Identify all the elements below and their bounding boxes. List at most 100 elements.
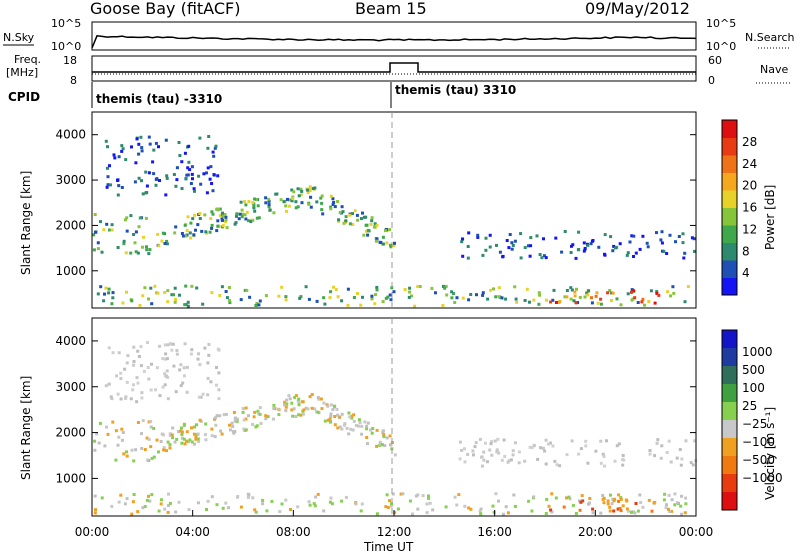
echo-cell (374, 239, 378, 243)
echo-cell (621, 463, 625, 467)
echo-cell (164, 374, 168, 378)
echo-cell (156, 291, 160, 295)
echo-cell (493, 439, 497, 443)
echo-cell (265, 509, 269, 513)
echo-cell (563, 230, 567, 233)
echo-cell (244, 428, 248, 432)
echo-cell (547, 504, 551, 508)
echo-cell (104, 139, 108, 143)
echo-cell (207, 135, 211, 138)
echo-cell (359, 303, 363, 307)
echo-cell (497, 451, 501, 455)
echo-cell (211, 189, 215, 193)
echo-cell (616, 507, 620, 511)
echo-cell (571, 503, 575, 507)
echo-cell (241, 212, 245, 216)
echo-cell (370, 431, 374, 435)
echo-cell (399, 492, 403, 496)
echo-cell (328, 500, 332, 504)
echo-cell (253, 197, 257, 201)
echo-cell (152, 427, 156, 430)
echo-cell (215, 414, 219, 418)
echo-cell (638, 493, 642, 497)
echo-cell (180, 160, 184, 164)
echo-cell (132, 363, 136, 367)
echo-cell (443, 286, 447, 290)
echo-cell (514, 297, 518, 301)
echo-cell (665, 252, 669, 255)
echo-cell (221, 219, 224, 222)
echo-cell (472, 453, 475, 457)
echo-cell (157, 450, 160, 454)
echo-cell (557, 300, 561, 304)
echo-cell (308, 189, 312, 193)
echo-cell (659, 238, 663, 242)
echo-cell (310, 393, 314, 396)
echo-cell (652, 501, 656, 505)
echo-cell (185, 430, 189, 434)
echo-cell (96, 292, 100, 296)
echo-cell (140, 432, 143, 436)
echo-cell (296, 505, 300, 509)
echo-cell (117, 500, 121, 504)
echo-cell (161, 357, 165, 361)
echo-cell (638, 247, 642, 251)
echo-cell (155, 366, 159, 370)
echo-cell (389, 243, 393, 247)
echo-cell (193, 213, 197, 217)
echo-cell (369, 428, 372, 432)
echo-cell (267, 197, 271, 201)
xtick-label: 00:00 (679, 525, 714, 539)
echo-cell (110, 504, 114, 508)
echo-cell (140, 447, 144, 450)
echo-cell (257, 303, 261, 307)
echo-cell (160, 432, 164, 436)
echo-cell (491, 504, 495, 508)
colorbar-frame (721, 329, 738, 511)
echo-cell (244, 203, 248, 207)
echo-cell (308, 395, 312, 399)
colorbar-tick-label: 24 (742, 157, 757, 171)
colorbar-swatch (722, 384, 737, 403)
echo-cell (667, 510, 671, 513)
echo-cell (659, 456, 663, 460)
echo-cell (174, 225, 178, 229)
echo-cell (145, 248, 149, 252)
echo-cell (121, 301, 125, 305)
echo-cell (163, 343, 167, 347)
echo-cell (679, 504, 683, 508)
echo-cell (375, 444, 379, 448)
colorbar-swatch (722, 456, 737, 475)
echo-cell (480, 455, 484, 459)
echo-cell (149, 286, 153, 290)
echo-cell (284, 405, 288, 409)
echo-cell (197, 352, 200, 356)
echo-cell (125, 361, 129, 365)
echo-cell (378, 240, 382, 244)
echo-cell (346, 303, 350, 307)
echo-cell (258, 299, 262, 303)
echo-cell (173, 300, 177, 304)
echo-cell (225, 226, 229, 230)
echo-cell (110, 223, 114, 227)
echo-cell (124, 218, 127, 222)
echo-cell (542, 237, 545, 241)
echo-cell (106, 166, 109, 170)
echo-cell (681, 232, 685, 236)
echo-cell (323, 419, 327, 423)
echo-cell (264, 196, 268, 200)
echo-cell (299, 295, 303, 299)
echo-cell (331, 197, 335, 201)
echo-cell (175, 437, 179, 441)
echo-cell (196, 437, 200, 441)
echo-cell (98, 421, 102, 425)
echo-cell (221, 214, 225, 218)
echo-cell (528, 254, 532, 258)
echo-cell (680, 512, 684, 516)
echo-cell (613, 459, 617, 463)
echo-cell (609, 493, 612, 497)
echo-cell (247, 414, 250, 418)
echo-cell (148, 499, 152, 503)
echo-cell (284, 298, 288, 302)
echo-cell (228, 301, 232, 305)
